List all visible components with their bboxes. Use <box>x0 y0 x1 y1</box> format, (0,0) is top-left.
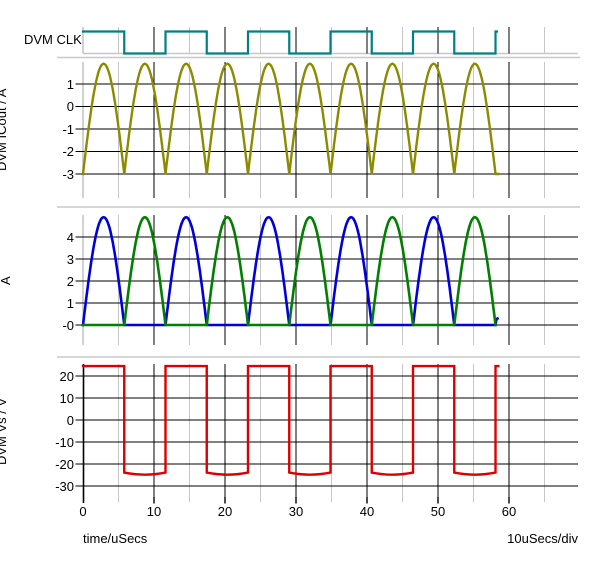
y-tick-label: 1 <box>66 76 74 92</box>
y-axis-label-icout: DVM ICout / A <box>0 89 9 171</box>
y-tick-label: -10 <box>55 434 74 450</box>
x-tick-label: 30 <box>288 504 304 519</box>
x-tick-label: 50 <box>430 504 446 519</box>
y-tick-label: 2 <box>66 273 74 289</box>
trace-a-blue-phase[interactable] <box>81 215 500 327</box>
y-tick-label: -20 <box>55 456 74 472</box>
y-axis-label-a: A <box>0 276 14 285</box>
y-tick-label: 0 <box>66 99 74 114</box>
y-tick-label: 1 <box>66 295 74 311</box>
y-tick-label: 3 <box>66 251 74 267</box>
trace-icout[interactable] <box>81 62 500 176</box>
y-axis-label-vs: DVM Vs / V <box>0 398 9 465</box>
y-tick-label: 20 <box>59 368 74 384</box>
x-tick-label: 60 <box>501 504 517 519</box>
y-tick-label: 10 <box>59 390 74 406</box>
y-tick-label: -2 <box>62 144 74 159</box>
x-tick-label: 0 <box>79 504 87 519</box>
trace-vs[interactable] <box>81 364 500 476</box>
x-tick-label: 40 <box>359 504 375 519</box>
trace-dvm-clk[interactable] <box>81 30 499 55</box>
x-tick-label: 10 <box>146 504 162 519</box>
x-tick-label: 20 <box>217 504 233 519</box>
y-tick-label: -3 <box>62 166 74 182</box>
trace-label-dvm-clk: DVM CLK <box>24 32 82 47</box>
y-tick-label: -0 <box>62 317 74 333</box>
trace-a-green-phase[interactable] <box>81 215 497 327</box>
y-tick-label: 0 <box>66 412 74 428</box>
y-tick-label: -1 <box>62 121 74 137</box>
y-tick-label: 4 <box>66 229 74 245</box>
x-axis-label: time/uSecs <box>83 531 148 546</box>
scale-per-division-label: 10uSecs/div <box>507 531 578 546</box>
y-tick-label: -30 <box>55 478 74 494</box>
